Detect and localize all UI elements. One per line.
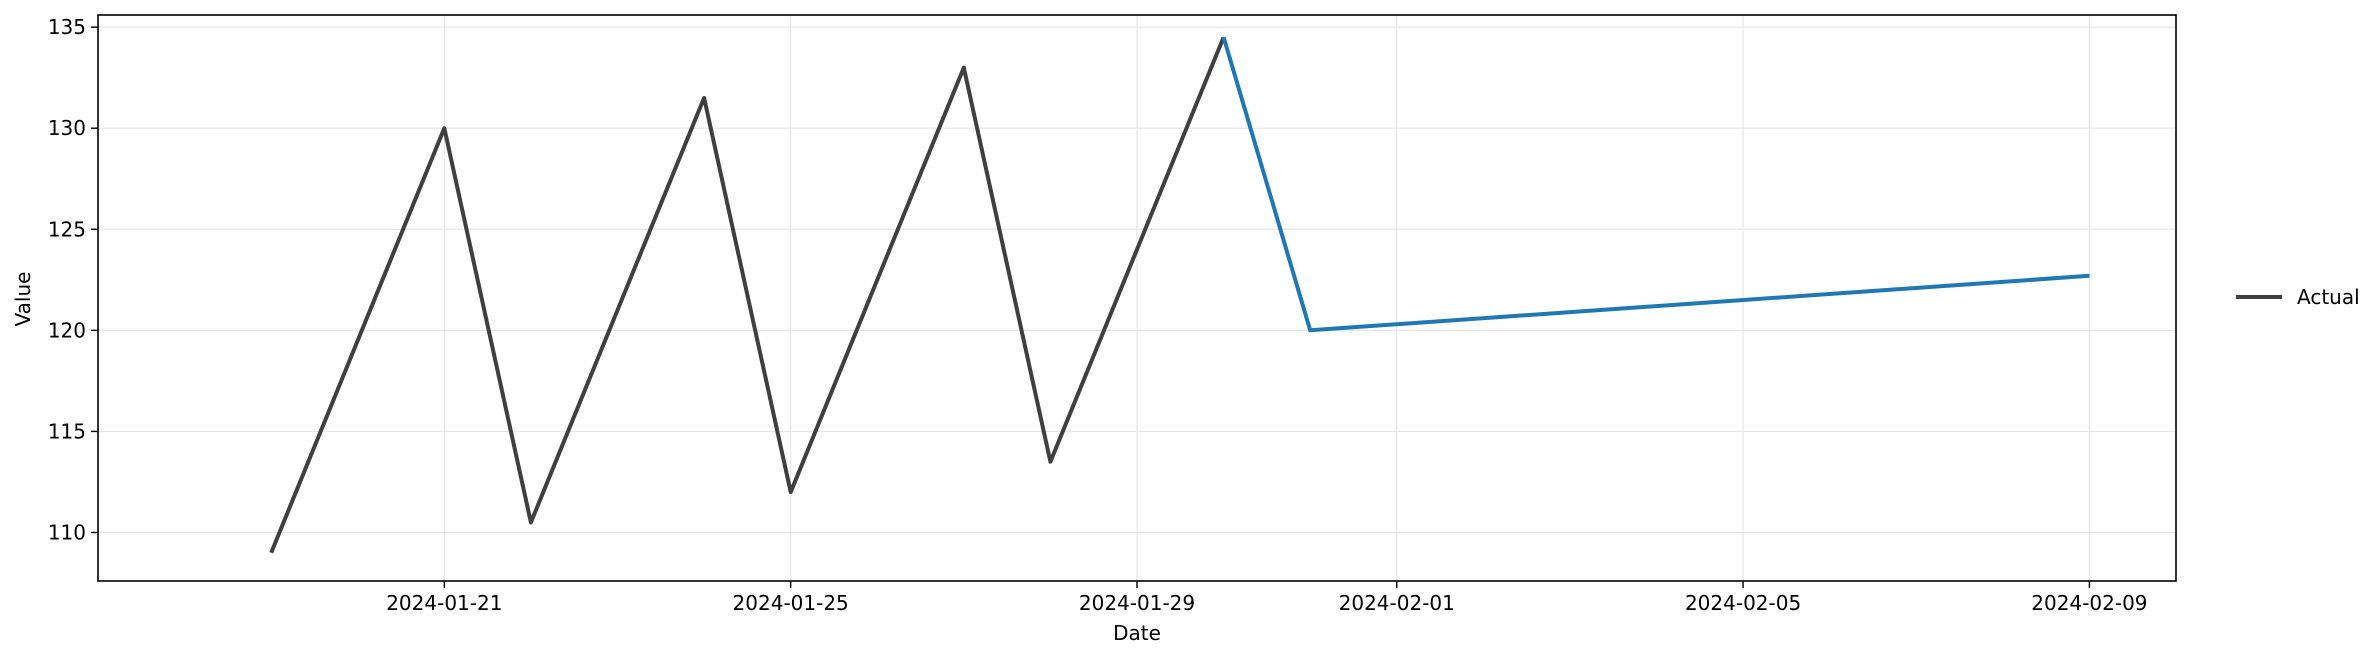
x-tick-label: 2024-01-29 [1079, 591, 1195, 615]
series-line-0 [269, 36, 1226, 554]
x-tick-label: 2024-01-25 [733, 591, 849, 615]
x-axis-label: Date [1113, 621, 1161, 645]
y-tick-label: 125 [48, 217, 86, 241]
x-tick-label: 2024-02-05 [1685, 591, 1801, 615]
y-tick-label: 120 [48, 318, 86, 342]
y-axis: 110 115 120 125 130 135 [48, 15, 98, 544]
legend-label-actual: Actual [2297, 285, 2360, 309]
series-line-1 [1221, 36, 2090, 333]
x-tick-label: 2024-01-21 [386, 591, 502, 615]
y-axis-label: Value [11, 272, 35, 327]
legend: Actual [2236, 285, 2360, 309]
y-tick-label: 135 [48, 15, 86, 39]
x-axis: 2024-01-21 2024-01-25 2024-01-29 2024-02-01… [386, 581, 2148, 615]
y-tick-label: 115 [48, 419, 86, 443]
y-tick-label: 110 [48, 520, 86, 544]
series-layer [269, 36, 2090, 554]
y-tick-label: 130 [48, 116, 86, 140]
x-tick-label: 2024-02-01 [1339, 591, 1455, 615]
x-tick-label: 2024-02-09 [2031, 591, 2147, 615]
